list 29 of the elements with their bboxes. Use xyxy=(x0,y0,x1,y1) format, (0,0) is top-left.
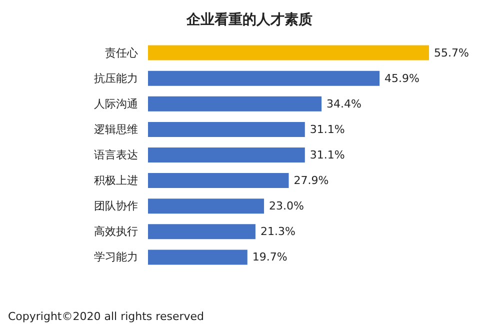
data-label: 31.1% xyxy=(310,148,345,162)
data-label: 23.0% xyxy=(269,200,304,213)
bar xyxy=(148,250,248,265)
data-label: 21.3% xyxy=(260,225,296,238)
bar xyxy=(148,122,305,137)
text: Copyright©2020 all rights reserved xyxy=(8,310,204,323)
y-tick-label: 学习能力 xyxy=(94,250,138,264)
y-tick-label: 人际沟通 xyxy=(94,97,138,110)
y-tick-label: 逻辑思维 xyxy=(94,122,138,136)
data-label: 19.7% xyxy=(252,250,288,264)
bar xyxy=(148,173,289,188)
y-tick-label: 语言表达 xyxy=(94,148,138,162)
y-tick-label: 责任心 xyxy=(105,46,138,60)
data-label: 31.1% xyxy=(310,122,345,136)
data-label: 55.7% xyxy=(434,46,469,60)
bar xyxy=(148,70,380,86)
y-tick-label: 抗压能力 xyxy=(94,72,138,85)
y-tick-label: 积极上进 xyxy=(94,174,138,188)
bar xyxy=(148,45,429,60)
data-label: 34.4% xyxy=(326,97,362,110)
data-label: 27.9% xyxy=(294,174,329,188)
bar xyxy=(148,198,264,214)
data-label: 45.9% xyxy=(384,72,420,85)
bar xyxy=(148,224,256,240)
bar xyxy=(148,96,322,112)
y-tick-label: 高效执行 xyxy=(94,225,138,238)
bar xyxy=(148,148,305,162)
chart-title: 企业看重的人才素质 xyxy=(186,11,312,28)
y-tick-label: 团队协作 xyxy=(94,200,138,213)
